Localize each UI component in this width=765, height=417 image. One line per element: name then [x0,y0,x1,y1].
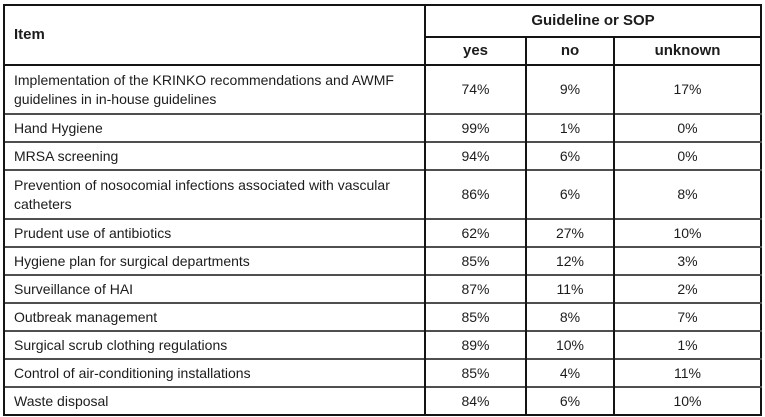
row-no-value: 12% [525,246,614,275]
table-row: Hygiene plan for surgical departments 85… [3,246,762,275]
row-no-value: 6% [525,169,614,219]
table-row: Waste disposal 84% 6% 10% [3,386,762,415]
row-yes-value: 86% [424,169,526,219]
row-yes-value: 74% [424,64,526,114]
row-item-label: Hygiene plan for surgical departments [3,246,425,275]
row-item-label: Surveillance of HAI [3,274,425,303]
column-header-unknown: unknown [612,37,762,66]
column-group-header-guideline-or-sop: Guideline or SOP [423,5,762,38]
row-yes-value: 87% [424,274,526,303]
column-header-no: no [525,37,614,66]
row-unknown-value: 7% [612,302,762,331]
table-body: Implementation of the KRINKO recommendat… [3,64,762,415]
row-unknown-value: 0% [612,113,762,142]
row-yes-value: 85% [424,358,526,387]
row-yes-value: 62% [424,218,526,247]
row-unknown-value: 2% [612,274,762,303]
header-row-group: Item Guideline or SOP [3,5,762,66]
guideline-sop-table: Item Guideline or SOP yes no unknown Imp… [3,4,763,416]
row-no-value: 11% [525,274,614,303]
column-header-item: Item [3,5,425,66]
row-item-label: Implementation of the KRINKO recommendat… [3,64,425,114]
row-no-value: 9% [525,64,614,114]
table-row: Prevention of nosocomial infections asso… [3,169,762,219]
row-item-label: Hand Hygiene [3,113,425,142]
row-unknown-value: 17% [612,64,762,114]
row-unknown-value: 11% [612,358,762,387]
row-item-label: Prudent use of antibiotics [3,218,425,247]
row-unknown-value: 8% [612,169,762,219]
row-no-value: 1% [525,113,614,142]
page: Item Guideline or SOP yes no unknown Imp… [3,4,763,416]
table-row: Prudent use of antibiotics 62% 27% 10% [3,218,762,247]
row-no-value: 10% [525,330,614,359]
table-header: Item Guideline or SOP yes no unknown [3,5,762,66]
table-row: Control of air-conditioning installation… [3,358,762,387]
row-no-value: 4% [525,358,614,387]
row-no-value: 6% [525,386,614,415]
row-no-value: 8% [525,302,614,331]
row-yes-value: 89% [424,330,526,359]
table-row: MRSA screening 94% 6% 0% [3,141,762,170]
table-row: Surveillance of HAI 87% 11% 2% [3,274,762,303]
row-yes-value: 99% [424,113,526,142]
row-no-value: 6% [525,141,614,170]
table-row: Hand Hygiene 99% 1% 0% [3,113,762,142]
row-item-label: MRSA screening [3,141,425,170]
row-yes-value: 94% [424,141,526,170]
row-item-label: Surgical scrub clothing regulations [3,330,425,359]
table-row: Implementation of the KRINKO recommendat… [3,64,762,114]
row-item-label: Outbreak management [3,302,425,331]
row-yes-value: 84% [424,386,526,415]
row-item-label: Control of air-conditioning installation… [3,358,425,387]
row-unknown-value: 0% [612,141,762,170]
column-header-yes: yes [424,37,526,66]
table-row: Outbreak management 85% 8% 7% [3,302,762,331]
row-item-label: Waste disposal [3,386,425,415]
table-row: Surgical scrub clothing regulations 89% … [3,330,762,359]
row-item-label: Prevention of nosocomial infections asso… [3,169,425,219]
row-unknown-value: 10% [612,386,762,415]
row-unknown-value: 10% [612,218,762,247]
header-row-sub: yes no unknown [4,37,762,66]
row-no-value: 27% [525,218,614,247]
row-yes-value: 85% [424,246,526,275]
row-unknown-value: 1% [612,330,762,359]
row-unknown-value: 3% [612,246,762,275]
row-yes-value: 85% [424,302,526,331]
